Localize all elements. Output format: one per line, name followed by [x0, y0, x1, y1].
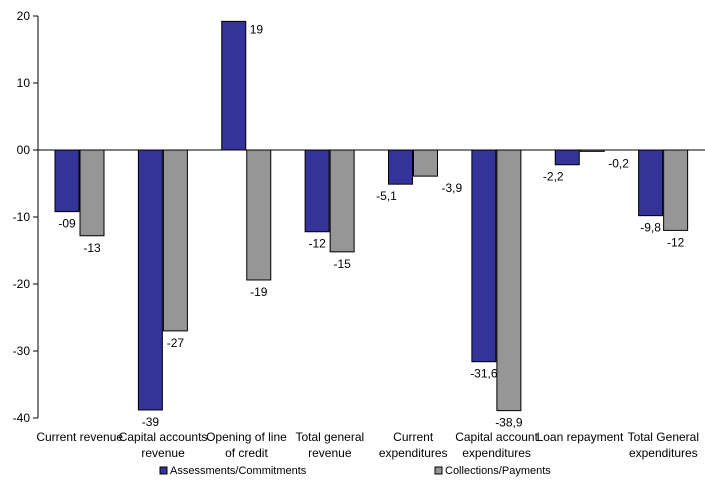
data-label: -19 — [250, 285, 268, 299]
y-tick-label: 00 — [17, 143, 31, 157]
bar — [221, 20, 247, 151]
data-label: -31,6 — [470, 367, 498, 381]
data-label: -13 — [83, 241, 101, 255]
y-tick-label: -10 — [13, 210, 31, 224]
bar — [496, 149, 522, 412]
bar — [663, 149, 689, 231]
legend-swatch — [159, 466, 168, 475]
legend-label: Assessments/Commitments — [170, 465, 307, 477]
category-label: Capital accounts — [119, 430, 208, 444]
bar — [388, 149, 413, 185]
data-label: -2,2 — [543, 170, 564, 184]
data-label: -38,9 — [495, 416, 523, 430]
legend-label: Collections/Payments — [445, 465, 551, 477]
category-label: expenditures — [629, 446, 698, 460]
data-label: -39 — [142, 415, 160, 429]
category-label: revenue — [308, 446, 352, 460]
data-label: -9,8 — [640, 221, 661, 235]
data-label: -3,9 — [442, 181, 463, 195]
bar — [304, 149, 330, 233]
category-label: expenditures — [462, 446, 531, 460]
data-label: -5,1 — [376, 189, 397, 203]
data-label: -09 — [58, 217, 76, 231]
bar — [471, 149, 497, 363]
y-tick-label: -20 — [13, 277, 31, 291]
data-label: 19 — [250, 22, 264, 36]
bar — [79, 149, 105, 237]
data-label: -0,2 — [608, 156, 629, 170]
bar — [579, 149, 605, 152]
category-label: Opening of line — [206, 430, 287, 444]
data-label: -27 — [167, 336, 185, 350]
legend: Assessments/Commitments Collections/Payme… — [159, 465, 551, 477]
bar — [638, 149, 664, 217]
category-label: Total general — [295, 430, 364, 444]
y-tick-label: 20 — [17, 9, 31, 23]
category-label: Capital account — [455, 430, 538, 444]
bar — [137, 149, 163, 411]
bar — [162, 149, 188, 332]
legend-swatch — [434, 466, 443, 475]
category-label: revenue — [141, 446, 185, 460]
bar — [54, 149, 80, 213]
category-label: of credit — [225, 446, 268, 460]
category-label: Loan repayment — [537, 430, 624, 444]
category-label: expenditures — [379, 446, 448, 460]
y-axis: 20 10 00 -10 -20 -30 -40 — [13, 9, 705, 425]
y-tick-label: -40 — [13, 411, 31, 425]
bar — [554, 149, 580, 166]
y-tick-label: 10 — [17, 76, 31, 90]
category-label: Current — [393, 430, 434, 444]
category-label: Total General — [628, 430, 699, 444]
bar — [413, 149, 438, 177]
data-label: -12 — [308, 237, 326, 251]
data-labels: -09 -39 19 -12 -5,1 -31,6 -2,2 -9,8 -13 -27 -19 -15… — [58, 22, 684, 429]
category-label: Current revenue — [36, 430, 123, 444]
bar — [329, 149, 355, 253]
data-label: -15 — [333, 257, 351, 271]
bar — [246, 149, 272, 281]
y-tick-label: -30 — [13, 344, 31, 358]
bars — [54, 20, 689, 412]
data-label: -12 — [667, 235, 685, 249]
